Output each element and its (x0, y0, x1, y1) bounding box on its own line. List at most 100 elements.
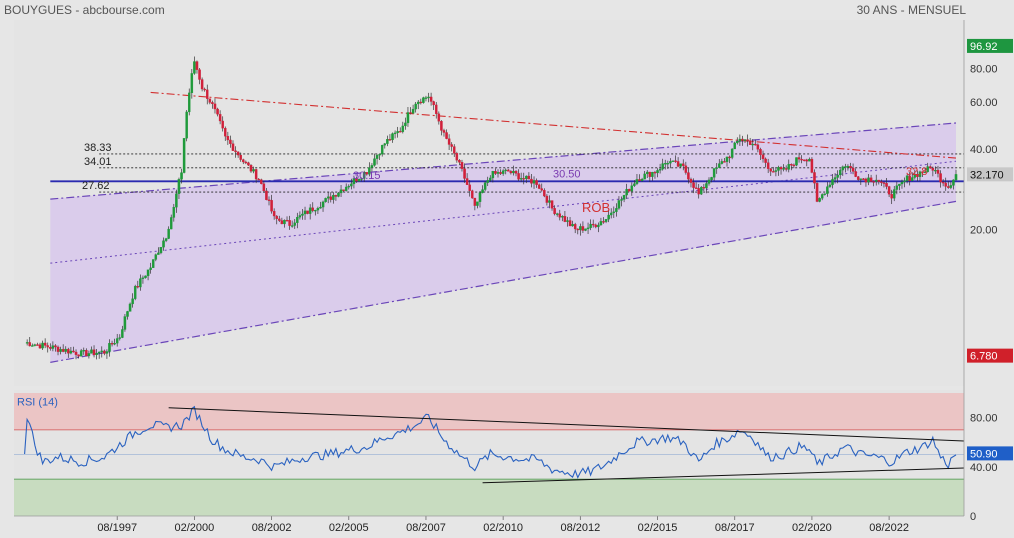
candle-body (460, 162, 464, 169)
candle-body (301, 213, 304, 216)
candle-body (802, 159, 806, 161)
candle-body (203, 88, 206, 91)
candle-body (458, 159, 461, 163)
candle-body (882, 182, 886, 184)
candle-body (128, 303, 132, 312)
candle-body (687, 172, 690, 180)
candle-body (682, 163, 685, 166)
candle-body (465, 178, 469, 185)
candle-body (666, 162, 670, 165)
candle-body (808, 158, 811, 162)
candle-body (435, 104, 438, 114)
candle-body (766, 162, 770, 169)
candle-body (908, 175, 911, 181)
candle-body (288, 220, 291, 226)
candle-body (501, 170, 505, 174)
candle-body (782, 168, 785, 170)
candle-body (321, 201, 325, 208)
x-tick-label: 08/2002 (252, 522, 292, 534)
candle-body (360, 178, 363, 180)
candle-body (630, 185, 634, 192)
candle-body (231, 143, 235, 151)
candle-body (38, 344, 42, 349)
candle-body (151, 259, 155, 268)
candle-body (316, 208, 320, 211)
candle-body (784, 168, 788, 170)
candle-body (777, 167, 780, 171)
candle-body (414, 103, 417, 110)
y-tick-label: 80.00 (970, 63, 998, 75)
candle-body (33, 344, 37, 346)
candle-body (121, 329, 124, 338)
candle-body (939, 173, 942, 183)
candle-body (339, 189, 343, 194)
candle-body (478, 192, 482, 202)
candle-body (190, 73, 194, 94)
candle-body (208, 98, 212, 103)
candle-body (344, 186, 348, 191)
candle-body (895, 185, 899, 190)
candle-body (772, 171, 775, 173)
channel-median-line (50, 160, 957, 264)
channel-lower-line (50, 200, 957, 363)
candle-body (437, 113, 441, 122)
badge-last: 32.170 (970, 169, 1004, 181)
candle-body (87, 353, 91, 357)
candle-body (733, 142, 736, 150)
candle-body (195, 61, 199, 70)
candle-body (916, 173, 919, 177)
candle-body (167, 228, 170, 239)
candle-body (525, 175, 528, 180)
candle-body (236, 151, 240, 156)
candle-body (720, 161, 724, 164)
candle-body (411, 108, 415, 114)
candle-body (522, 178, 525, 180)
x-tick-label: 08/2012 (560, 522, 600, 534)
candle-body (684, 165, 688, 173)
candle-body (293, 222, 296, 226)
candle-body (234, 150, 237, 153)
candle-body (635, 179, 639, 184)
candle-body (357, 179, 361, 182)
candle-body (149, 267, 152, 270)
candle-body (543, 190, 546, 197)
candle-body (892, 189, 896, 199)
candle-body (489, 177, 492, 181)
candle-body (864, 178, 868, 183)
candle-body (373, 158, 376, 166)
candle-body (561, 216, 564, 218)
rsi-line (24, 405, 957, 479)
candle-body (836, 174, 839, 178)
resistance-line-rob (150, 91, 957, 159)
candle-body (185, 111, 188, 139)
candle-body (229, 139, 232, 144)
candle-body (622, 194, 626, 200)
candle-body (929, 166, 932, 169)
candle-body (507, 169, 510, 172)
candle-body (936, 169, 940, 174)
candle-body (445, 132, 448, 139)
candle-body (568, 220, 572, 227)
candle-body (388, 139, 392, 141)
candle-body (954, 174, 958, 181)
candle-body (849, 166, 852, 169)
candle-body (133, 286, 137, 299)
candle-body (64, 348, 67, 352)
candle-body (676, 161, 680, 167)
candle-body (813, 172, 816, 184)
candle-body (46, 345, 49, 348)
candle-body (224, 128, 227, 137)
candle-body (856, 176, 860, 180)
candle-body (779, 167, 783, 170)
candle-body (756, 144, 760, 150)
candle-body (689, 178, 693, 183)
x-tick-label: 08/2017 (715, 522, 755, 534)
candle-body (54, 345, 57, 348)
candle-body (669, 161, 672, 164)
candle-body (648, 171, 652, 177)
candle-body (175, 193, 178, 208)
candle-body (615, 208, 618, 212)
candle-body (378, 153, 381, 156)
candle-body (934, 169, 937, 172)
candle-body (746, 139, 749, 141)
